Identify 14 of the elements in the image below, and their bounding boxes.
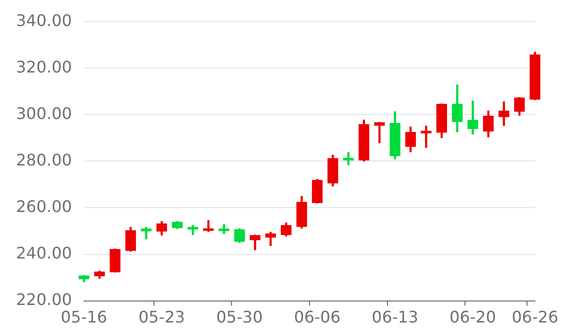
y-tick-label: 220.00: [16, 290, 72, 309]
y-tick-label: 300.00: [16, 104, 72, 123]
y-tick-label: 260.00: [16, 196, 72, 216]
x-tick-label: 06-13: [372, 308, 418, 327]
y-tick-label: 320.00: [16, 57, 72, 76]
x-tick-label: 05-30: [216, 308, 263, 327]
x-tick-label: 05-23: [138, 308, 185, 327]
y-tick-label: 240.00: [16, 243, 72, 262]
y-tick-label: 280.00: [16, 150, 72, 170]
x-tick-label: 06-20: [450, 308, 496, 327]
x-tick-label: 06-26: [512, 308, 558, 327]
y-tick-label: 340.00: [16, 10, 72, 30]
x-tick-label: 05-16: [60, 308, 108, 327]
x-tick-label: 06-06: [294, 308, 341, 327]
